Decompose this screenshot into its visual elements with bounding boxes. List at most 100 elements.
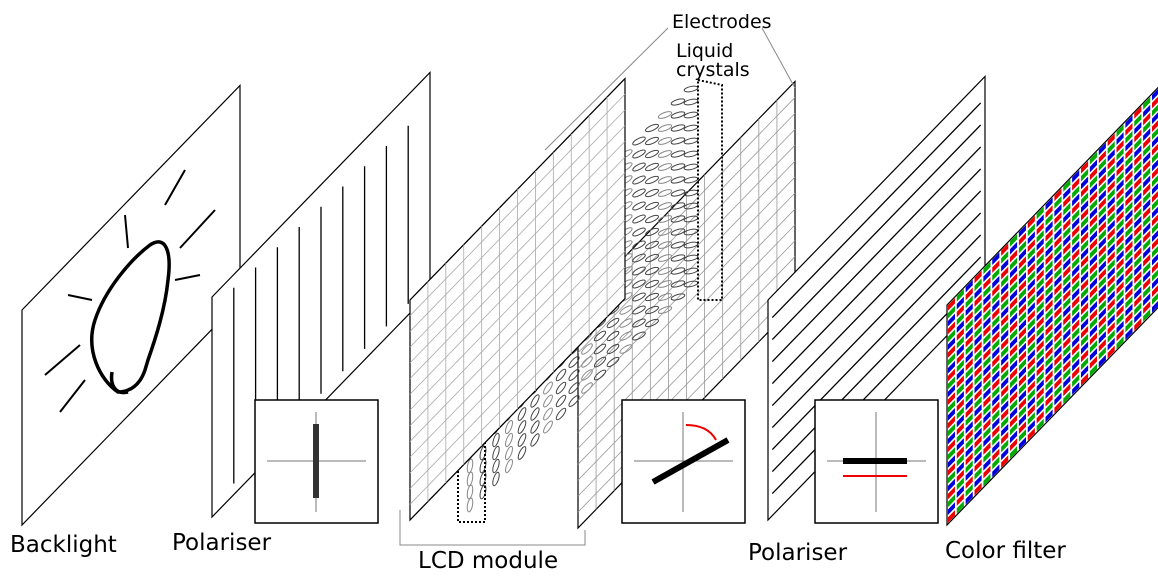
crystal [670,267,686,275]
filter-cell [956,485,964,499]
filter-cell [1143,128,1151,142]
filter-cell [1134,184,1142,198]
filter-cell [1125,177,1133,191]
crystal [657,215,673,223]
filter-cell [1125,264,1133,278]
filter-cell [1027,427,1035,441]
filter-cell [947,431,955,445]
filter-cell [1027,364,1035,378]
filter-cell [1134,231,1142,245]
filter-cell [1010,288,1018,302]
filter-cell [1152,112,1158,125]
filter-cell [1045,323,1053,336]
filter-cell [992,330,1000,344]
filter-cell [1010,438,1018,452]
filter-cell [1089,214,1097,228]
filter-cell [1018,295,1026,309]
filter-cell [974,349,982,362]
filter-cell [1001,282,1009,296]
filter-cell [1152,159,1158,172]
filter-cell [1089,293,1097,306]
filter-cell [1063,320,1071,334]
filter-cell [992,464,1000,478]
filter-cell [1036,206,1044,220]
filter-cell [974,411,982,425]
filter-cell [1001,392,1009,406]
filter-cell [965,358,973,372]
panel-line [577,192,796,417]
filter-cell [1001,431,1009,445]
filter-cell [1125,280,1133,293]
panel-line [409,251,626,474]
filter-cell [1152,206,1158,219]
filter-cell [1036,395,1044,408]
crystal [683,189,699,197]
filter-cell [1045,378,1053,391]
filter-cell [1063,351,1071,365]
filter-cell [1072,334,1080,348]
filter-cell [1098,173,1106,187]
filter-cell [956,398,964,412]
filter-cell [965,444,973,458]
panel-line [771,234,982,450]
filter-cell [1018,342,1026,356]
filter-cell [965,326,973,340]
crystal [517,433,527,447]
filter-cell [1134,168,1142,182]
filter-cell [1045,236,1053,250]
filter-cell [965,366,973,379]
crystal [645,266,659,276]
crystal [581,369,593,381]
filter-cell [956,438,964,451]
filter-cell [1098,268,1106,282]
filter-cell [965,318,973,332]
filter-cell [1018,326,1026,340]
filter-cell [1125,295,1133,309]
filter-cell [1010,336,1018,349]
filter-cell [1045,354,1053,368]
filter-cell [1134,263,1142,276]
filter-cell [1089,340,1097,354]
filter-cell [1116,124,1124,138]
filter-cell [1036,245,1044,259]
filter-cell [1063,179,1071,192]
filter-cell [1072,358,1080,372]
filter-cell [1045,401,1053,415]
filter-cell [1125,225,1133,238]
filter-cell [1089,198,1097,212]
filter-cell [1010,375,1018,389]
filter-cell [1107,219,1115,233]
filter-cell [1125,185,1133,199]
filter-cell [1081,325,1089,339]
filter-cell [1036,237,1044,251]
filter-cell [1010,367,1018,381]
filter-cell [1089,253,1097,267]
filter-cell [983,347,991,361]
filter-cell [992,362,1000,376]
filter-cell [1125,327,1133,341]
filter-cell [1018,421,1026,435]
filter-cell [992,315,1000,328]
filter-cell [1098,299,1106,313]
filter-cell [1001,298,1009,311]
filter-cell [1116,171,1124,185]
crystal [593,330,607,342]
crystal [645,162,659,172]
filter-cell [1125,170,1133,183]
filter-cell [947,297,955,311]
filter-cell [1054,400,1062,414]
filter-cell [1001,368,1009,382]
filter-cell [1116,320,1124,334]
crystal [670,254,686,262]
filter-cell [1018,256,1026,270]
label: Liquid [676,40,733,62]
filter-cell [1010,391,1018,404]
crystal [683,202,699,210]
crystal [632,214,646,224]
filter-cell [983,426,991,440]
filter-cell [1107,133,1115,147]
filter-cell [1116,218,1124,232]
filter-cell [992,299,1000,313]
filter-cell [1072,303,1080,317]
filter-cell [1027,404,1035,418]
